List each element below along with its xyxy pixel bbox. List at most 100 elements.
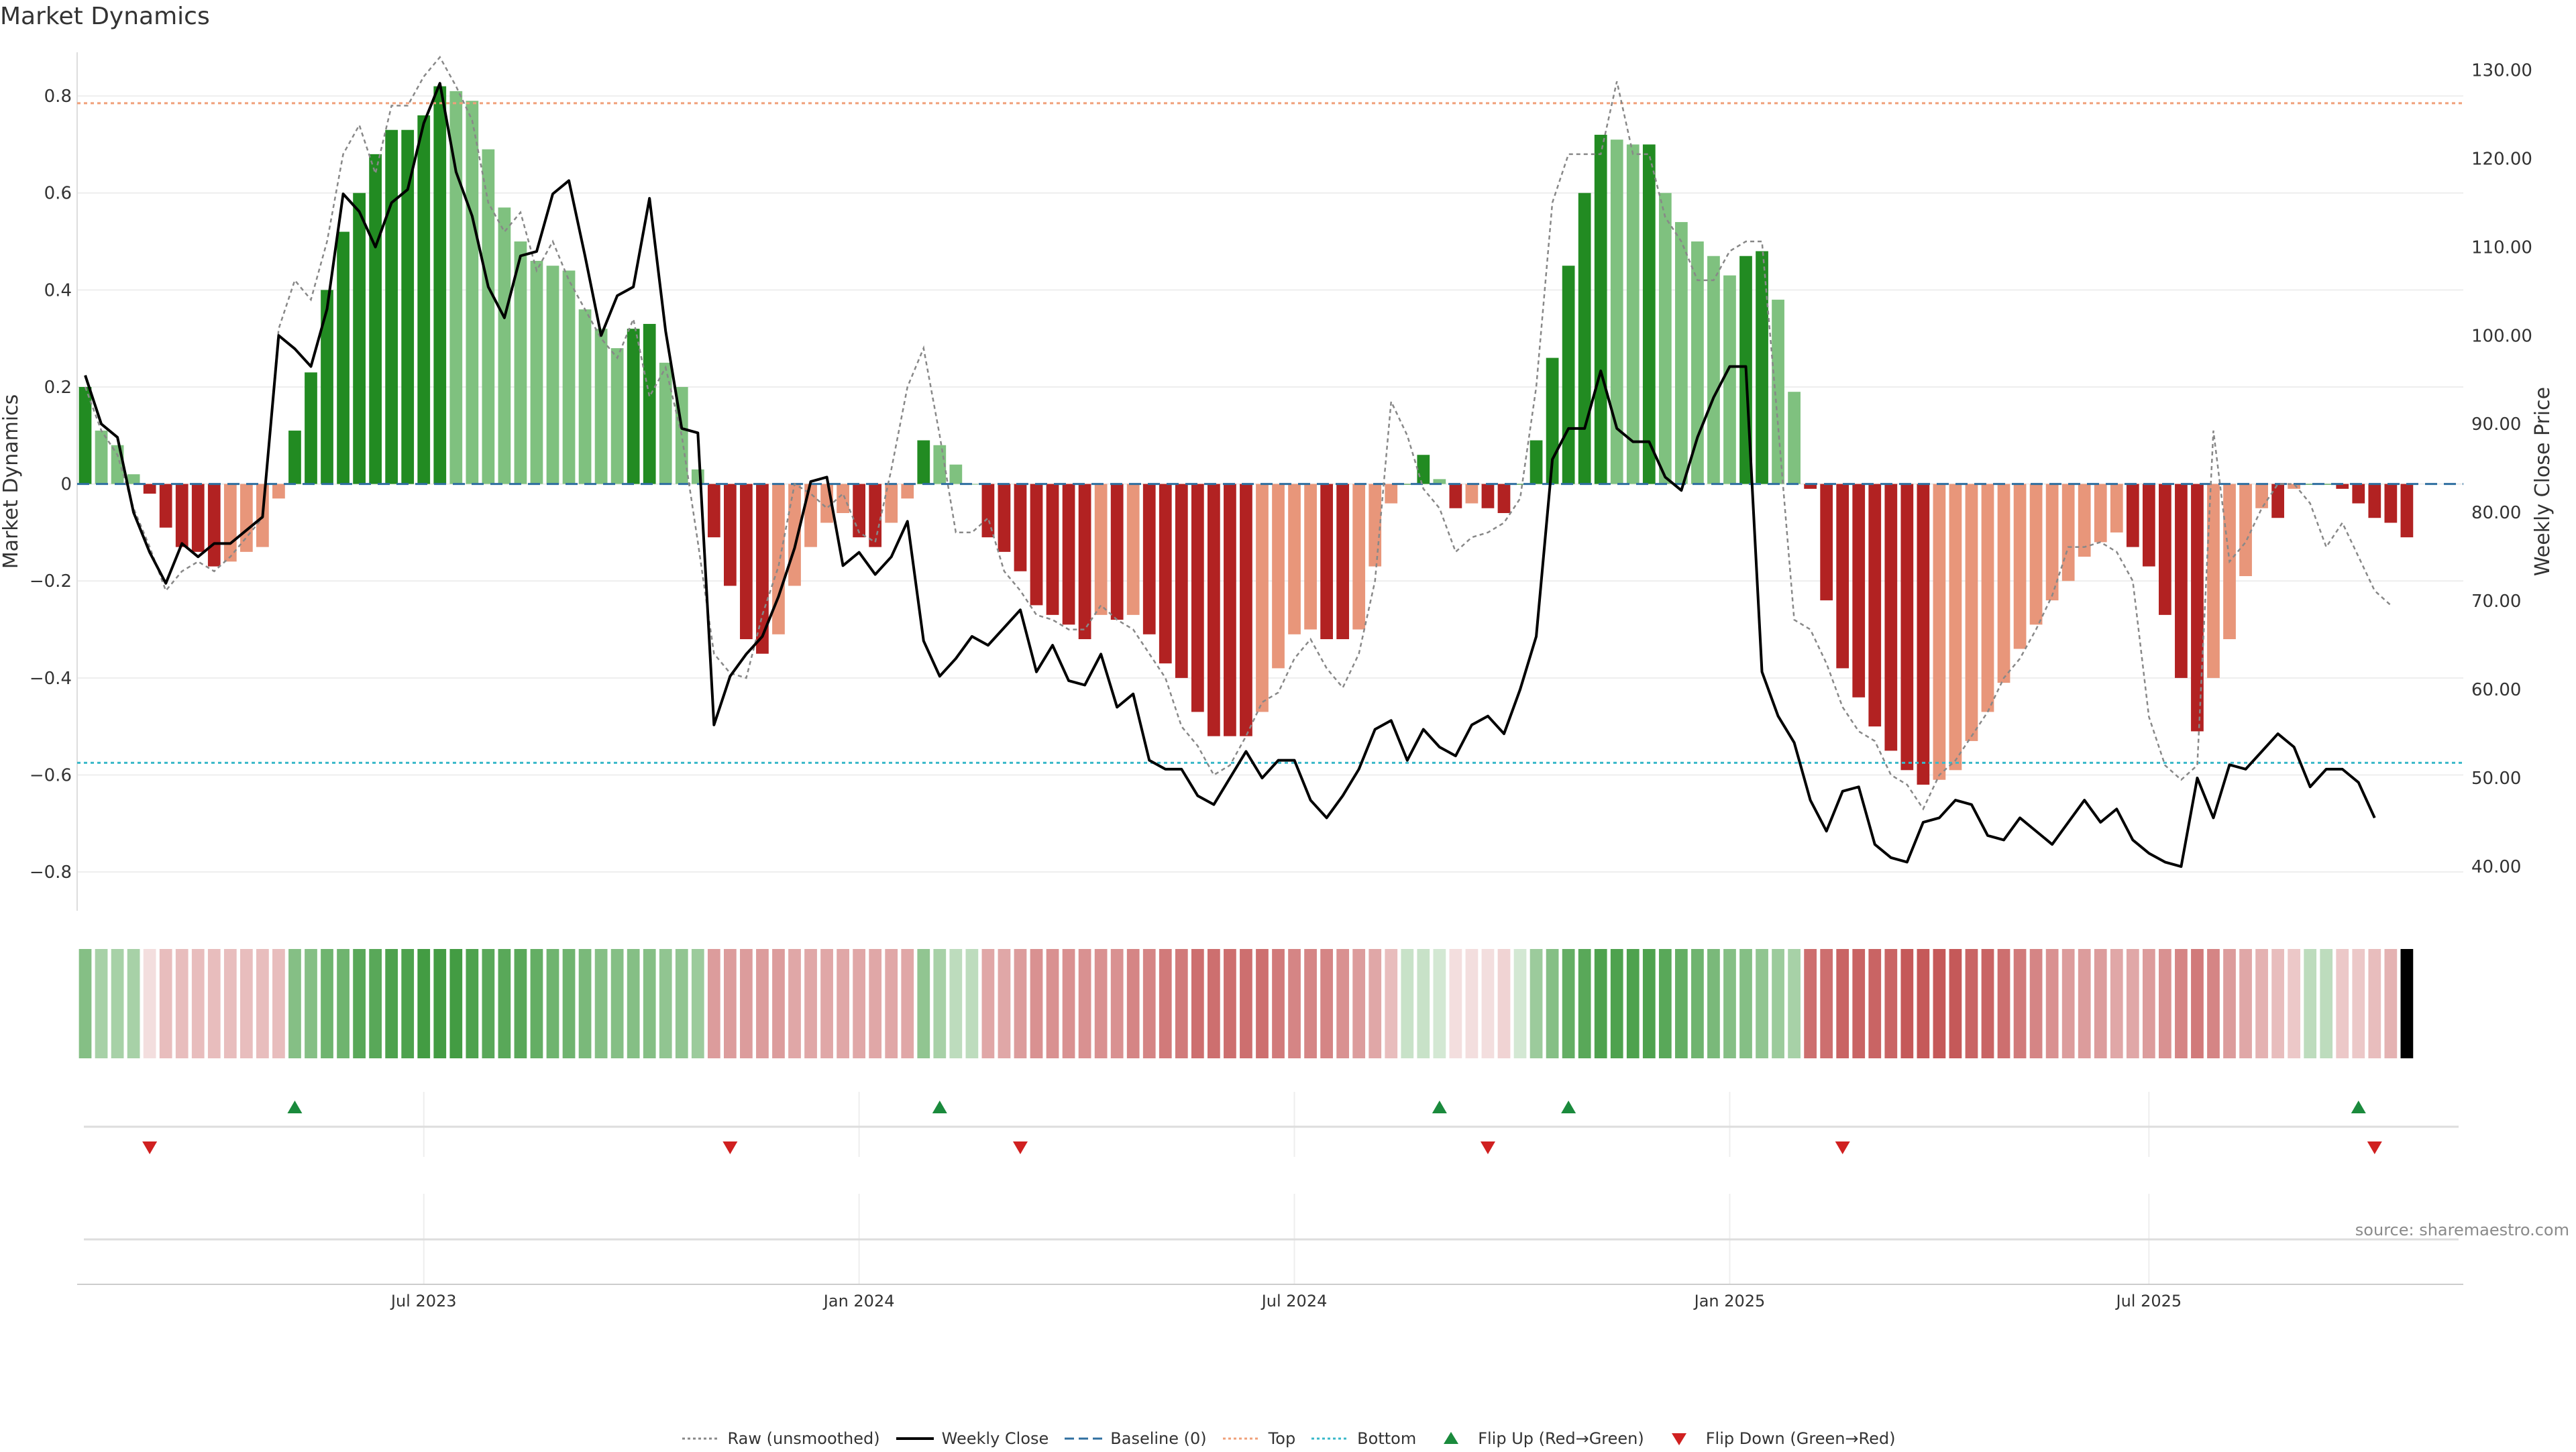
heat-cell bbox=[207, 949, 221, 1058]
right-tick-label: 70.00 bbox=[2471, 592, 2521, 612]
heat-cell bbox=[1642, 949, 1656, 1058]
legend-swatch bbox=[1222, 1437, 1260, 1440]
md-bar bbox=[1191, 484, 1204, 712]
heat-cell bbox=[659, 949, 672, 1058]
md-bar bbox=[1481, 484, 1495, 508]
md-bar bbox=[2384, 484, 2398, 523]
heat-cell bbox=[2175, 949, 2188, 1058]
heat-cell bbox=[401, 949, 415, 1058]
left-tick-label: −0.2 bbox=[30, 571, 72, 592]
md-bar bbox=[449, 91, 463, 484]
heat-cell bbox=[1481, 949, 1495, 1058]
md-bar bbox=[1385, 484, 1398, 504]
flip-down-marker bbox=[142, 1141, 158, 1154]
legend-item: Baseline (0) bbox=[1063, 1429, 1207, 1448]
flip-down-marker bbox=[1835, 1141, 1850, 1154]
heat-cell bbox=[578, 949, 592, 1058]
legend-swatch bbox=[682, 1437, 720, 1440]
md-bar bbox=[2239, 484, 2252, 577]
heat-cell bbox=[1352, 949, 1366, 1058]
heat-cell bbox=[1385, 949, 1398, 1058]
md-bar bbox=[1417, 455, 1430, 484]
md-bar bbox=[2271, 484, 2284, 518]
md-bar bbox=[1884, 484, 1898, 751]
heat-cell bbox=[1449, 949, 1462, 1058]
heat-cell bbox=[159, 949, 172, 1058]
md-bar bbox=[1642, 144, 1656, 484]
md-bar bbox=[1626, 144, 1640, 484]
heat-cell bbox=[482, 949, 495, 1058]
heat-cell bbox=[514, 949, 527, 1058]
flip-panel bbox=[77, 1092, 2463, 1285]
md-bar bbox=[1997, 484, 2010, 683]
right-tick-label: 50.00 bbox=[2471, 769, 2521, 789]
flip-down-marker bbox=[1012, 1141, 1028, 1154]
left-tick-label: 0.6 bbox=[44, 184, 72, 204]
heat-cell bbox=[1707, 949, 1720, 1058]
heat-cell bbox=[2336, 949, 2349, 1058]
heat-cell bbox=[820, 949, 833, 1058]
legend-swatch bbox=[1065, 1437, 1103, 1440]
left-axis-ticks: −0.8 −0.6 −0.4 −0.2 0 0.2 0.4 0.6 0.8 bbox=[30, 87, 72, 883]
heat-cell bbox=[1965, 949, 1978, 1058]
heat-cell bbox=[2159, 949, 2171, 1058]
heat-cell bbox=[466, 949, 479, 1058]
md-bar bbox=[1610, 139, 1623, 484]
heat-cell bbox=[2061, 949, 2075, 1058]
heat-cell bbox=[901, 949, 914, 1058]
legend-label: Baseline (0) bbox=[1110, 1429, 1207, 1448]
heat-cell bbox=[530, 949, 543, 1058]
md-bar bbox=[1449, 484, 1462, 508]
heat-cell bbox=[143, 949, 156, 1058]
heat-cell bbox=[1030, 949, 1043, 1058]
left-tick-label: 0.8 bbox=[44, 87, 72, 107]
right-tick-label: 110.00 bbox=[2471, 237, 2532, 258]
md-bar bbox=[2191, 484, 2204, 732]
md-bar bbox=[1674, 222, 1688, 484]
md-bar bbox=[853, 484, 866, 538]
md-bar bbox=[1852, 484, 1866, 697]
heat-cell bbox=[772, 949, 785, 1058]
heat-cell bbox=[1014, 949, 1027, 1058]
heat-cell bbox=[191, 949, 205, 1058]
legend-label: Flip Down (Green→Red) bbox=[1705, 1429, 1896, 1448]
x-tick-label: Jan 2025 bbox=[1693, 1292, 1766, 1310]
heat-cell bbox=[1723, 949, 1736, 1058]
md-bar bbox=[1578, 192, 1591, 484]
heat-cell bbox=[853, 949, 866, 1058]
legend-item: Flip Down (Green→Red) bbox=[1659, 1429, 1896, 1448]
md-bar bbox=[2142, 484, 2155, 567]
flip-down-marker bbox=[2367, 1141, 2382, 1154]
heat-cell bbox=[1546, 949, 1559, 1058]
md-bar bbox=[1772, 299, 1784, 484]
md-bar bbox=[756, 484, 769, 654]
md-bar bbox=[1078, 484, 1091, 640]
heat-cell bbox=[272, 949, 285, 1058]
md-bar bbox=[804, 484, 817, 547]
heat-cell bbox=[223, 949, 237, 1058]
heat-cell bbox=[981, 949, 995, 1058]
md-bar bbox=[869, 484, 882, 547]
md-bar bbox=[1224, 484, 1236, 736]
md-bar bbox=[1336, 484, 1350, 640]
md-bar bbox=[1126, 484, 1140, 615]
md-bar bbox=[1368, 484, 1382, 567]
heat-cell bbox=[1772, 949, 1784, 1058]
flip-down-marker bbox=[1480, 1141, 1495, 1154]
legend-swatch bbox=[1671, 1433, 1686, 1445]
heat-cell bbox=[1175, 949, 1188, 1058]
heat-cell bbox=[1320, 949, 1333, 1058]
md-bar bbox=[337, 231, 350, 484]
heat-cell bbox=[546, 949, 559, 1058]
heat-cell bbox=[449, 949, 463, 1058]
flip-up-marker bbox=[1561, 1101, 1576, 1113]
right-axis-label: Weekly Close Price bbox=[2531, 387, 2555, 576]
md-bar bbox=[1707, 256, 1720, 484]
md-bar bbox=[2013, 484, 2027, 649]
md-bar bbox=[514, 241, 527, 484]
heat-cell bbox=[1094, 949, 1108, 1058]
legend-label: Bottom bbox=[1357, 1429, 1417, 1448]
heat-cell bbox=[917, 949, 930, 1058]
x-tick-label: Jul 2024 bbox=[1260, 1292, 1328, 1310]
md-bar bbox=[1094, 484, 1108, 615]
